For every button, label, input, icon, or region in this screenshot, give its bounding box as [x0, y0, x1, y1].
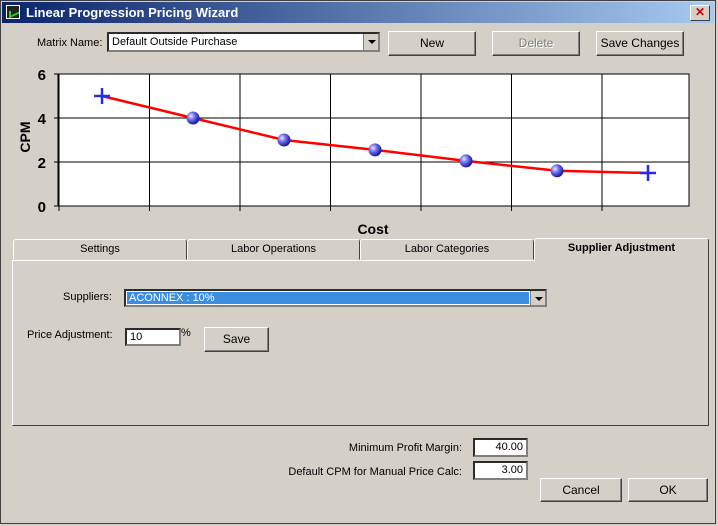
chart-markers	[94, 88, 656, 181]
default-cpm-input[interactable]: 3.00	[473, 461, 528, 480]
y-tick-label: 6	[38, 67, 46, 84]
chevron-down-icon[interactable]	[363, 34, 378, 50]
suppliers-select[interactable]: ACONNEX : 10%	[124, 289, 547, 307]
chevron-down-icon[interactable]	[530, 291, 545, 305]
tab-labor-operations[interactable]: Labor Operations	[187, 239, 360, 260]
tab-settings[interactable]: Settings	[13, 239, 187, 260]
x-axis-label: Cost	[357, 221, 388, 237]
data-point	[368, 143, 382, 157]
y-axis-label: CPM	[17, 121, 33, 152]
tab-labor-categories[interactable]: Labor Categories	[360, 239, 534, 260]
supplier-adjustment-panel: Suppliers: ACONNEX : 10% Price Adjustmen…	[12, 260, 709, 426]
data-point	[550, 164, 564, 178]
title-bar: Linear Progression Pricing Wizard ✕	[2, 2, 714, 23]
window-title: Linear Progression Pricing Wizard	[26, 5, 239, 20]
price-adjustment-label: Price Adjustment:	[27, 329, 113, 341]
data-point	[459, 154, 473, 168]
data-point	[186, 111, 200, 125]
percent-sign: %	[181, 327, 191, 339]
min-profit-label: Minimum Profit Margin:	[348, 442, 462, 454]
app-icon	[6, 5, 20, 19]
cancel-button[interactable]: Cancel	[540, 478, 622, 502]
y-tick-label: 0	[38, 199, 46, 216]
delete-button[interactable]: Delete	[492, 31, 580, 56]
supplier-value: ACONNEX : 10%	[127, 292, 529, 304]
save-button[interactable]: Save	[204, 327, 269, 352]
chart-ticks: 0 2 4 6	[38, 67, 58, 216]
save-changes-button[interactable]: Save Changes	[596, 31, 684, 56]
plot-area	[57, 73, 690, 207]
data-point-cross	[640, 165, 656, 181]
price-adjustment-input[interactable]: 10	[125, 328, 181, 346]
tab-supplier-adjustment[interactable]: Supplier Adjustment	[534, 238, 709, 262]
min-profit-input[interactable]: 40.00	[473, 438, 528, 457]
matrix-name-select[interactable]: Default Outside Purchase	[107, 32, 380, 52]
new-button[interactable]: New	[388, 31, 476, 56]
close-icon[interactable]: ✕	[690, 5, 710, 21]
chart-grid	[57, 73, 690, 211]
y-tick-label: 4	[38, 111, 47, 128]
default-cpm-label: Default CPM for Manual Price Calc:	[288, 466, 462, 478]
cpm-chart: 0 2 4 6 CPM Cost	[17, 67, 690, 237]
y-tick-label: 2	[38, 155, 46, 172]
matrix-name-label: Matrix Name:	[37, 37, 103, 49]
data-point-cross	[94, 88, 110, 104]
matrix-name-value: Default Outside Purchase	[112, 36, 238, 48]
suppliers-label: Suppliers:	[63, 291, 112, 303]
data-point	[277, 133, 291, 147]
ok-button[interactable]: OK	[628, 478, 708, 502]
